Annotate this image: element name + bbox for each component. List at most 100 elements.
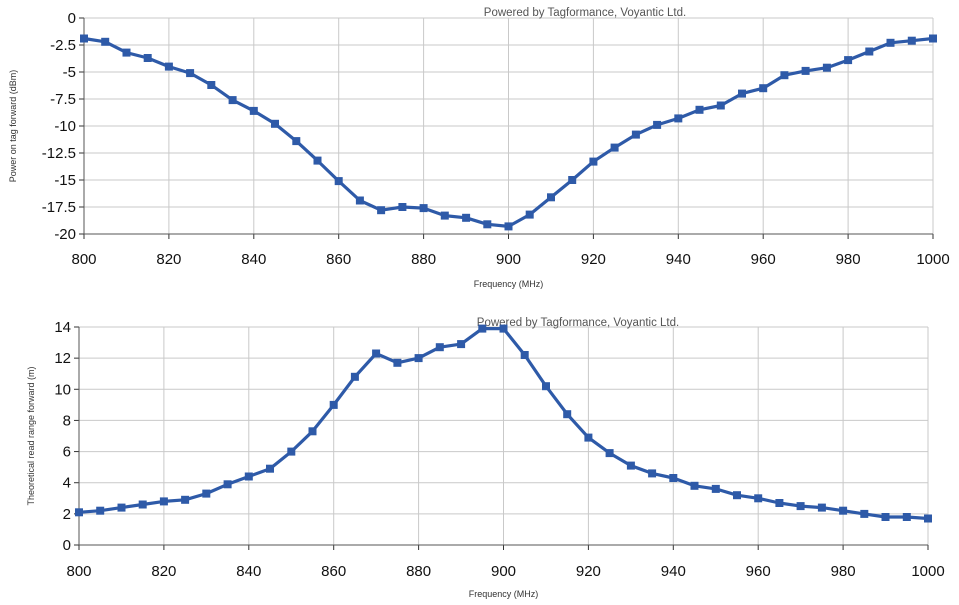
data-point-marker bbox=[563, 410, 572, 419]
data-point-marker bbox=[419, 204, 428, 213]
data-point-marker bbox=[796, 502, 805, 511]
y-tick-label: -15 bbox=[54, 172, 76, 189]
data-point-marker bbox=[669, 474, 678, 482]
data-point-marker bbox=[143, 54, 152, 62]
x-tick-label: 880 bbox=[406, 563, 431, 580]
data-point-marker bbox=[648, 469, 657, 478]
data-point-marker bbox=[589, 157, 598, 166]
data-point-marker bbox=[631, 130, 640, 139]
x-tick-label: 1000 bbox=[916, 251, 949, 268]
data-point-marker bbox=[414, 354, 423, 363]
y-tick-label: 0 bbox=[63, 537, 71, 554]
data-point-marker bbox=[881, 513, 890, 521]
x-tick-label: 860 bbox=[326, 251, 351, 268]
y-tick-label: 14 bbox=[54, 319, 71, 336]
data-point-marker bbox=[377, 206, 386, 215]
data-point-marker bbox=[138, 500, 147, 509]
data-point-marker bbox=[164, 62, 173, 71]
data-point-marker bbox=[266, 464, 274, 473]
x-tick-label: 800 bbox=[71, 251, 96, 268]
data-point-marker bbox=[478, 324, 487, 333]
data-point-marker bbox=[101, 37, 110, 46]
y-tick-label: -5 bbox=[63, 64, 76, 81]
data-point-marker bbox=[329, 400, 338, 409]
data-point-marker bbox=[334, 177, 343, 186]
data-point-marker bbox=[244, 472, 253, 481]
data-point-marker bbox=[292, 137, 301, 146]
x-tick-label: 920 bbox=[576, 563, 601, 580]
x-tick-label: 920 bbox=[581, 251, 606, 268]
data-point-marker bbox=[504, 222, 513, 231]
data-point-marker bbox=[457, 340, 466, 349]
data-point-marker bbox=[817, 503, 826, 512]
data-point-marker bbox=[839, 506, 848, 515]
data-point-marker bbox=[653, 120, 662, 129]
data-point-marker bbox=[117, 503, 126, 512]
x-tick-label: 940 bbox=[661, 563, 686, 580]
data-point-marker bbox=[207, 81, 216, 89]
data-point-marker bbox=[754, 494, 763, 503]
y-tick-label: 8 bbox=[63, 412, 71, 429]
data-point-marker bbox=[393, 358, 402, 367]
x-tick-label: 840 bbox=[236, 563, 261, 580]
x-tick-label: 980 bbox=[831, 563, 856, 580]
power-chart: 800 820 840 860 880 900 920 940 960 980 1000 0 -2.5 -… bbox=[8, 7, 950, 289]
y-tick-label: 4 bbox=[63, 475, 71, 492]
y-tick-label: -12.5 bbox=[42, 145, 76, 162]
y-tick-label: -20 bbox=[54, 226, 76, 243]
watermark-text: Powered by Tagformance, Voyantic Ltd. bbox=[484, 7, 686, 19]
x-tick-label: 940 bbox=[666, 251, 691, 268]
data-point-marker bbox=[122, 48, 131, 57]
data-point-marker bbox=[372, 349, 381, 358]
data-point-marker bbox=[525, 210, 534, 219]
data-point-marker bbox=[440, 211, 449, 220]
x-tick-label: 1000 bbox=[911, 563, 944, 580]
data-point-marker bbox=[159, 497, 168, 506]
data-point-marker bbox=[80, 34, 88, 43]
x-axis-title: Frequency (MHz) bbox=[469, 589, 539, 599]
x-tick-label: 980 bbox=[836, 251, 861, 268]
y-tick-label: 0 bbox=[68, 10, 76, 27]
data-point-marker bbox=[547, 193, 555, 202]
data-point-marker bbox=[822, 63, 831, 72]
y-tick-label: -17.5 bbox=[42, 199, 76, 216]
x-tick-label: 960 bbox=[751, 251, 776, 268]
data-point-marker bbox=[499, 324, 508, 333]
y-axis-title: Power on tag forward (dBm) bbox=[8, 70, 18, 183]
y-tick-label: -7.5 bbox=[50, 91, 76, 108]
data-point-marker bbox=[626, 461, 635, 470]
data-point-marker bbox=[202, 489, 211, 498]
x-tick-label: 820 bbox=[156, 251, 181, 268]
data-point-marker bbox=[844, 56, 853, 65]
x-axis-title: Frequency (MHz) bbox=[474, 279, 544, 289]
data-point-marker bbox=[181, 495, 190, 504]
data-point-marker bbox=[308, 427, 317, 436]
data-point-marker bbox=[584, 433, 593, 442]
data-point-marker bbox=[610, 143, 619, 152]
data-point-marker bbox=[759, 84, 768, 93]
data-point-marker bbox=[716, 101, 725, 110]
y-tick-label: 2 bbox=[63, 506, 71, 523]
y-tick-label: -10 bbox=[54, 118, 76, 135]
data-point-marker bbox=[801, 66, 810, 75]
data-point-marker bbox=[223, 480, 232, 489]
x-tick-label: 800 bbox=[66, 563, 91, 580]
x-tick-label: 840 bbox=[241, 251, 266, 268]
read-range-chart: 800 820 840 860 880 900 920 940 960 980 1000 0 2 4 6 8 1… bbox=[26, 317, 945, 599]
y-tick-label: 10 bbox=[54, 381, 71, 398]
data-point-marker bbox=[907, 36, 916, 45]
data-point-marker bbox=[350, 372, 359, 381]
y-tick-label: 12 bbox=[54, 350, 71, 367]
x-tick-label: 820 bbox=[151, 563, 176, 580]
data-point-marker bbox=[568, 176, 577, 184]
data-point-marker bbox=[287, 447, 296, 456]
data-point-marker bbox=[483, 220, 492, 229]
data-point-marker bbox=[780, 71, 789, 80]
x-tick-label: 880 bbox=[411, 251, 436, 268]
data-point-marker bbox=[186, 69, 195, 78]
data-point-marker bbox=[924, 514, 932, 523]
data-point-marker bbox=[886, 38, 895, 47]
data-point-marker bbox=[738, 89, 746, 98]
data-point-marker bbox=[520, 351, 529, 359]
